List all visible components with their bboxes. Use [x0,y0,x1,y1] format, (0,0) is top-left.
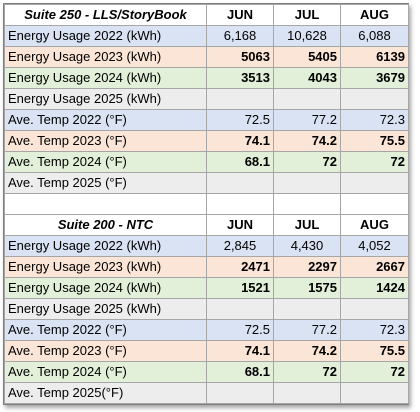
table-title[interactable]: Suite 250 - LLS/StoryBook [4,4,207,26]
table-cell[interactable]: 1521 [206,277,274,299]
table-row: Energy Usage 2024 (kWh) 3513 4043 3679 [4,67,409,89]
table-cell[interactable]: 72 [273,361,341,383]
table-cell[interactable]: 74.2 [273,130,341,152]
table-row: Ave. Temp 2024 (°F) 68.1 72 72 [4,361,409,383]
table-cell[interactable]: 72 [340,151,409,173]
row-label[interactable]: Energy Usage 2025 (kWh) [4,298,207,320]
month-header[interactable]: JUN [206,214,274,236]
table-row: Ave. Temp 2025 (°F) [4,172,409,194]
table-cell[interactable]: 72 [273,151,341,173]
table-cell[interactable]: 1424 [340,277,409,299]
table-cell[interactable] [340,382,409,404]
table-cell[interactable]: 2667 [340,256,409,278]
table-cell[interactable]: 75.5 [340,340,409,362]
row-label[interactable]: Ave. Temp 2025(°F) [4,382,207,404]
month-header[interactable]: JUN [206,4,274,26]
table-cell[interactable]: 4,430 [273,235,341,257]
row-label[interactable]: Energy Usage 2024 (kWh) [4,67,207,89]
table-title[interactable]: Suite 200 - NTC [4,214,207,236]
empty-cell[interactable] [4,193,207,215]
row-label[interactable]: Energy Usage 2023 (kWh) [4,46,207,68]
table-cell[interactable]: 2297 [273,256,341,278]
table-cell[interactable] [273,382,341,404]
table-cell[interactable] [206,172,274,194]
table-row: Ave. Temp 2022 (°F) 72.5 77.2 72.3 [4,319,409,341]
table-cell[interactable]: 77.2 [273,109,341,131]
table-cell[interactable]: 5405 [273,46,341,68]
table-cell[interactable] [273,88,341,110]
row-label[interactable]: Ave. Temp 2024 (°F) [4,361,207,383]
table-cell[interactable]: 10,628 [273,25,341,47]
table-cell[interactable]: 77.2 [273,319,341,341]
table-cell[interactable]: 6,088 [340,25,409,47]
table-row: Ave. Temp 2023 (°F) 74.1 74.2 75.5 [4,340,409,362]
table-cell[interactable]: 2,845 [206,235,274,257]
row-label[interactable]: Ave. Temp 2023 (°F) [4,130,207,152]
row-label[interactable]: Energy Usage 2023 (kWh) [4,256,207,278]
month-header[interactable]: JUL [273,214,341,236]
table-cell[interactable]: 2471 [206,256,274,278]
table-cell[interactable]: 72.3 [340,319,409,341]
table-cell[interactable]: 75.5 [340,130,409,152]
table-row: Ave. Temp 2023 (°F) 74.1 74.2 75.5 [4,130,409,152]
month-header[interactable]: JUL [273,4,341,26]
table-cell[interactable]: 5063 [206,46,274,68]
month-header[interactable]: AUG [340,214,409,236]
table-cell[interactable]: 3513 [206,67,274,89]
table-cell[interactable] [340,298,409,320]
table-row: Energy Usage 2022 (kWh) 6,168 10,628 6,0… [4,25,409,47]
table-row: Ave. Temp 2025(°F) [4,382,409,404]
table-header-row: Suite 200 - NTC JUN JUL AUG [4,214,409,236]
row-label[interactable]: Ave. Temp 2022 (°F) [4,319,207,341]
table-cell[interactable] [206,88,274,110]
table-cell[interactable] [340,172,409,194]
table-cell[interactable]: 72 [340,361,409,383]
row-label[interactable]: Energy Usage 2022 (kWh) [4,25,207,47]
table-row: Ave. Temp 2024 (°F) 68.1 72 72 [4,151,409,173]
table-cell[interactable]: 72.3 [340,109,409,131]
table-cell[interactable]: 74.2 [273,340,341,362]
table-cell[interactable]: 6139 [340,46,409,68]
month-header[interactable]: AUG [340,4,409,26]
table-cell[interactable]: 68.1 [206,151,274,173]
table-cell[interactable]: 3679 [340,67,409,89]
table-cell[interactable] [273,298,341,320]
table-cell[interactable] [340,88,409,110]
energy-usage-table: Suite 250 - LLS/StoryBook JUN JUL AUG En… [4,4,409,404]
table-cell[interactable] [206,298,274,320]
empty-cell[interactable] [273,193,341,215]
table-header-row: Suite 250 - LLS/StoryBook JUN JUL AUG [4,4,409,26]
empty-row [4,193,409,215]
row-label[interactable]: Energy Usage 2022 (kWh) [4,235,207,257]
table-cell[interactable]: 74.1 [206,340,274,362]
spreadsheet-range: Suite 250 - LLS/StoryBook JUN JUL AUG En… [3,3,409,405]
table-cell[interactable]: 1575 [273,277,341,299]
table-row: Ave. Temp 2022 (°F) 72.5 77.2 72.3 [4,109,409,131]
empty-cell[interactable] [340,193,409,215]
table-cell[interactable]: 4,052 [340,235,409,257]
table-cell[interactable]: 72.5 [206,109,274,131]
table-row: Energy Usage 2025 (kWh) [4,88,409,110]
table-row: Energy Usage 2025 (kWh) [4,298,409,320]
row-label[interactable]: Energy Usage 2025 (kWh) [4,88,207,110]
table-cell[interactable]: 68.1 [206,361,274,383]
table-row: Energy Usage 2022 (kWh) 2,845 4,430 4,05… [4,235,409,257]
empty-cell[interactable] [206,193,274,215]
table-row: Energy Usage 2023 (kWh) 2471 2297 2667 [4,256,409,278]
table-row: Energy Usage 2024 (kWh) 1521 1575 1424 [4,277,409,299]
table-row: Energy Usage 2023 (kWh) 5063 5405 6139 [4,46,409,68]
table-cell[interactable]: 6,168 [206,25,274,47]
table-cell[interactable]: 74.1 [206,130,274,152]
row-label[interactable]: Energy Usage 2024 (kWh) [4,277,207,299]
row-label[interactable]: Ave. Temp 2023 (°F) [4,340,207,362]
row-label[interactable]: Ave. Temp 2022 (°F) [4,109,207,131]
table-cell[interactable]: 72.5 [206,319,274,341]
table-cell[interactable] [206,382,274,404]
table-cell[interactable] [273,172,341,194]
table-cell[interactable]: 4043 [273,67,341,89]
row-label[interactable]: Ave. Temp 2025 (°F) [4,172,207,194]
row-label[interactable]: Ave. Temp 2024 (°F) [4,151,207,173]
